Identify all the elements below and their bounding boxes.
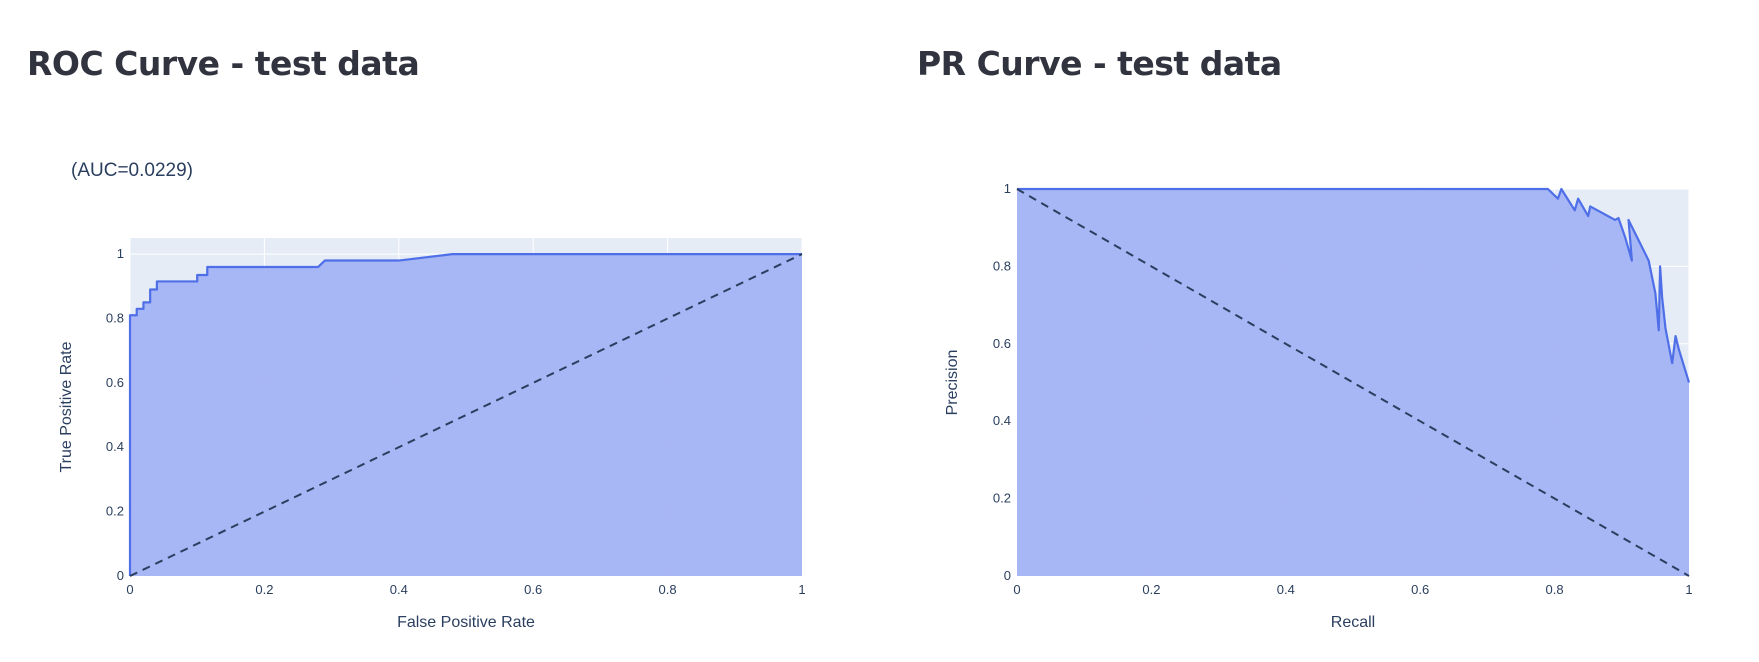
roc-y-tick-label: 0.6 — [106, 375, 124, 390]
roc-panel: ROC Curve - test data 0 0.2 0.4 0.6 0.8 1 0 0.2… — [27, 44, 806, 631]
pr-chart: 0 0.2 0.4 0.6 0.8 1 0 0.2 0.4 0.6 0.8 1 Recall Precis… — [944, 181, 1693, 631]
pr-y-axis-title: Precision — [944, 350, 961, 416]
roc-x-tick-label: 0.8 — [659, 582, 677, 597]
pr-y-tick-label: 0.2 — [993, 491, 1011, 506]
roc-x-tick-label: 0 — [126, 582, 133, 597]
roc-x-axis-title: False Positive Rate — [397, 614, 535, 631]
pr-x-axis-title: Recall — [1331, 614, 1375, 631]
roc-y-tick-label: 0.4 — [106, 439, 124, 454]
roc-chart: 0 0.2 0.4 0.6 0.8 1 0 0.2 0.4 0.6 0.8 1 False Positi… — [58, 160, 806, 631]
pr-curve-line — [1017, 187, 1691, 383]
pr-x-tick-label: 0 — [1013, 582, 1020, 597]
roc-y-tick-label: 0 — [117, 568, 124, 583]
roc-y-tick-label: 0.8 — [106, 310, 124, 325]
roc-baseline-dashed — [129, 253, 803, 577]
pr-x-tick-label: 0.4 — [1277, 582, 1295, 597]
pr-x-tick-label: 0.6 — [1411, 582, 1429, 597]
pr-y-tick-label: 0 — [1004, 568, 1011, 583]
pr-baseline-dashed — [1016, 188, 1690, 577]
pr-heading: PR Curve - test data — [917, 44, 1282, 83]
roc-heading: ROC Curve - test data — [27, 44, 420, 83]
roc-y-tick-label: 0.2 — [106, 504, 124, 519]
roc-chart-title: (AUC=0.0229) — [71, 160, 193, 181]
roc-curve-line — [128, 253, 802, 576]
pr-x-tick-label: 0.8 — [1546, 582, 1564, 597]
pr-x-tick-label: 0.2 — [1142, 582, 1160, 597]
roc-x-tick-label: 0.4 — [390, 582, 408, 597]
pr-y-tick-label: 0.6 — [993, 336, 1011, 351]
pr-y-tick-label: 1 — [1004, 181, 1011, 196]
roc-y-tick-label: 1 — [117, 246, 124, 261]
roc-x-tick-label: 1 — [798, 582, 805, 597]
pr-panel: PR Curve - test data 0 0.2 0.4 0.6 0.8 1 0 0.2 0… — [880, 0, 1759, 662]
pr-y-tick-label: 0.8 — [993, 258, 1011, 273]
roc-x-tick-label: 0.6 — [524, 582, 542, 597]
pr-x-tick-label: 1 — [1685, 582, 1692, 597]
roc-y-axis-title: True Positive Rate — [58, 341, 75, 472]
pr-y-tick-label: 0.4 — [993, 413, 1011, 428]
roc-x-tick-label: 0.2 — [255, 582, 273, 597]
